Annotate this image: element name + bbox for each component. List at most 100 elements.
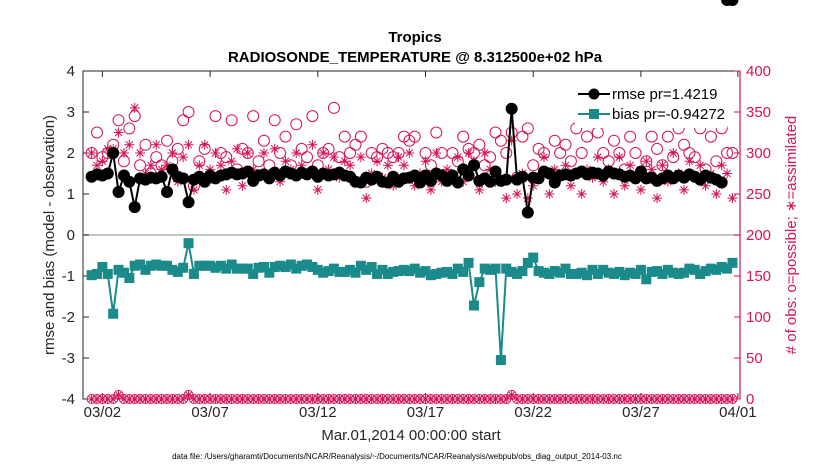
zero-count-asterisk: [146, 395, 155, 403]
bias-point: [447, 268, 458, 279]
zero-count-asterisk: [189, 395, 198, 403]
zero-count-asterisk: [518, 395, 527, 403]
assimilated-point: [528, 180, 539, 191]
possible-point: [473, 138, 486, 151]
bias-point: [291, 263, 302, 274]
assimilated-point: [404, 148, 415, 158]
zero-count-asterisk: [362, 395, 371, 403]
zero-count-asterisk: [136, 395, 145, 403]
zero-count-asterisk: [340, 395, 349, 403]
bias-point: [226, 259, 237, 270]
bias-point: [345, 264, 356, 275]
bias-point: [285, 259, 296, 270]
assimilated-point: [598, 176, 609, 187]
bias-point: [652, 266, 663, 277]
zero-count-asterisk: [405, 395, 414, 403]
bias-point: [135, 259, 146, 270]
possible-point: [721, 147, 734, 159]
zero-count-asterisk: [416, 395, 425, 403]
bias-point: [512, 268, 523, 279]
possible-point: [85, 147, 98, 159]
bias-point: [544, 268, 555, 279]
bias-point: [237, 263, 248, 274]
bias-point: [355, 260, 366, 271]
rmse-series: [85, 0, 739, 219]
y-right-tick-label: 0: [746, 391, 754, 408]
zero-count-asterisk: [303, 395, 312, 403]
assimilated-point: [237, 180, 248, 191]
assimilated-point: [194, 160, 205, 171]
zero-count-asterisk: [663, 395, 672, 403]
bias-point: [242, 263, 253, 274]
assimilated-point: [668, 148, 679, 158]
assimilated-point: [716, 160, 727, 171]
possible-point: [424, 159, 437, 172]
possible-point: [182, 106, 195, 118]
assimilated-point: [242, 148, 253, 158]
bias-point: [678, 267, 689, 278]
assimilated-point: [97, 156, 108, 167]
possible-point: [559, 138, 572, 151]
rmse-point: [516, 170, 529, 183]
assimilated-point: [372, 156, 383, 167]
zero-count-asterisk: [679, 395, 688, 403]
zero-count-asterisk: [351, 395, 360, 403]
assimilated-point: [355, 152, 366, 163]
zero-count-asterisk: [690, 395, 699, 403]
assimilated-point: [544, 189, 555, 199]
bias-point: [258, 261, 269, 272]
possible-point: [640, 155, 653, 168]
bias-point: [485, 264, 496, 275]
bias-point: [587, 264, 598, 275]
assimilated-point: [382, 160, 393, 171]
zero-count-asterisk: [421, 395, 430, 403]
x-axis-label: Mar.01,2014 00:00:00 start: [321, 427, 501, 444]
zero-count-asterisk: [313, 395, 322, 403]
possible-point: [279, 130, 292, 143]
assimilated-point: [269, 143, 280, 154]
assimilated-point: [398, 160, 409, 171]
bias-point: [318, 267, 329, 278]
bias-point: [280, 261, 291, 272]
assimilated-point: [619, 180, 630, 191]
assimilated-point: [608, 189, 619, 199]
zero-count-asterisk: [502, 395, 511, 403]
assimilated-point: [684, 156, 695, 167]
zero-count-asterisk: [566, 395, 575, 403]
zero-count-asterisk: [653, 395, 662, 403]
y-left-tick-label: -1: [62, 268, 75, 285]
bias-point: [495, 355, 506, 366]
zero-count-asterisk: [324, 395, 333, 403]
assimilated-point: [345, 160, 356, 171]
zero-count-asterisk: [647, 395, 656, 403]
possible-point: [484, 151, 497, 164]
zero-count-asterisk: [593, 395, 602, 403]
possible-point: [241, 147, 254, 159]
possible-point: [651, 142, 664, 155]
assimilated-point: [307, 139, 318, 150]
assimilated-point: [501, 193, 512, 204]
zero-count-asterisk: [87, 395, 96, 403]
zero-count-asterisk: [426, 395, 435, 403]
zero-count-asterisk: [604, 395, 613, 403]
zero-count-asterisk: [206, 395, 215, 403]
chart-subtitle: RADIOSONDE_TEMPERATURE @ 8.312500e+02 hP…: [228, 49, 603, 66]
assimilated-point: [538, 152, 549, 163]
x-tick-label: 03/27: [622, 404, 660, 421]
rmse-point: [161, 185, 174, 198]
bias-point: [695, 268, 706, 279]
bias-point: [705, 263, 716, 274]
zero-count-asterisk: [475, 395, 484, 403]
bias-point: [167, 264, 178, 275]
possible-point: [624, 130, 637, 143]
rmse-point: [451, 176, 464, 189]
possible-point: [548, 134, 561, 147]
assimilated-point: [102, 143, 113, 154]
rmse-point: [128, 201, 141, 214]
y-right-tick-label: 250: [746, 186, 771, 203]
bias-point: [393, 266, 404, 277]
zero-count-asterisk: [513, 395, 522, 403]
bias-point: [113, 264, 124, 275]
bias-point: [635, 264, 646, 275]
assimilated-point: [646, 164, 657, 175]
